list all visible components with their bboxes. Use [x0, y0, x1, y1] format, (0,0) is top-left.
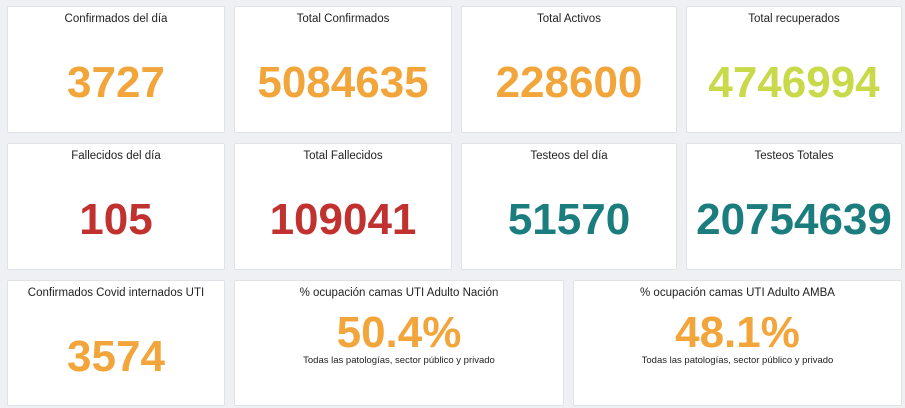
kpi-card: Testeos del día 51570 — [461, 143, 677, 270]
card-title: % ocupación camas UTI Adulto Nación — [299, 287, 499, 299]
card-value: 4746994 — [708, 58, 880, 107]
card-value: 50.4% — [336, 308, 462, 357]
kpi-card: Fallecidos del día 105 — [7, 143, 225, 270]
card-title: Fallecidos del día — [71, 150, 161, 162]
card-title: Total Confirmados — [296, 13, 390, 25]
card-value: 105 — [79, 195, 153, 244]
card-title: Confirmados Covid internados UTI — [27, 287, 205, 299]
card-value: 109041 — [269, 195, 417, 244]
card-note: Todas las patologías, sector público y p… — [641, 355, 834, 366]
kpi-card: Total recuperados 4746994 — [686, 6, 902, 133]
kpi-card: Confirmados Covid internados UTI 3574 — [7, 280, 225, 406]
card-value: 5084635 — [257, 58, 429, 107]
kpi-card: Testeos Totales 20754639 — [686, 143, 902, 270]
card-value: 20754639 — [696, 195, 892, 244]
card-value: 3727 — [67, 58, 165, 107]
card-title: % ocupación camas UTI Adulto AMBA — [640, 287, 835, 299]
card-title: Testeos Totales — [754, 150, 834, 162]
kpi-card: % ocupación camas UTI Adulto Nación 50.4%… — [234, 280, 564, 406]
kpi-card: Confirmados del día 3727 — [7, 6, 225, 133]
card-value: 48.1% — [675, 308, 800, 357]
card-title: Confirmados del día — [64, 13, 168, 25]
kpi-card: Total Confirmados 5084635 — [234, 6, 452, 133]
card-note: Todas las patologías, sector público y p… — [303, 355, 495, 366]
card-title: Testeos del día — [530, 150, 608, 162]
card-title: Total Activos — [537, 13, 601, 25]
card-title: Total recuperados — [748, 13, 840, 25]
kpi-card: Total Activos 228600 — [461, 6, 677, 133]
card-value: 3574 — [67, 332, 165, 381]
card-title: Total Fallecidos — [303, 150, 383, 162]
kpi-card: % ocupación camas UTI Adulto AMBA 48.1% To… — [573, 280, 902, 406]
kpi-card: Total Fallecidos 109041 — [234, 143, 452, 270]
card-value: 51570 — [507, 195, 631, 244]
card-value: 228600 — [495, 58, 643, 107]
